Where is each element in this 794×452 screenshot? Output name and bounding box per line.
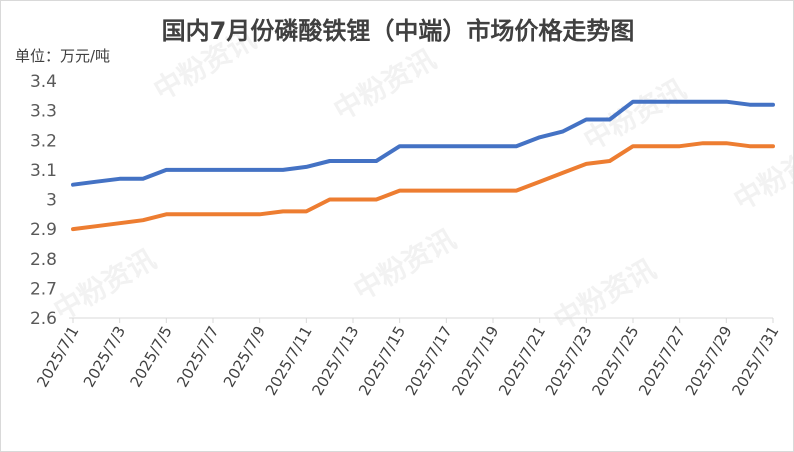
- y-tick-label: 3.4: [30, 72, 57, 92]
- y-tick-label: 2.9: [30, 220, 57, 240]
- y-tick-label: 2.6: [30, 309, 57, 329]
- x-tick-label: 2025/7/9: [220, 323, 269, 390]
- y-tick-label: 3: [46, 191, 57, 211]
- watermark-text: 中粉资讯: [48, 242, 162, 327]
- x-tick-label: 2025/7/11: [262, 323, 316, 399]
- x-tick-label: 2025/7/21: [495, 323, 549, 399]
- x-tick-label: 2025/7/25: [588, 323, 642, 399]
- y-tick-label: 3.1: [30, 161, 57, 181]
- y-tick-label: 3.2: [30, 131, 57, 151]
- x-tick-label: 2025/7/7: [173, 323, 222, 390]
- x-tick-label: 2025/7/5: [127, 323, 176, 390]
- y-tick-label: 3.3: [30, 102, 57, 122]
- x-tick-label: 2025/7/19: [448, 323, 502, 399]
- series-layer: [71, 99, 775, 232]
- series-line-2: [71, 141, 775, 232]
- x-tick-label: 2025/7/15: [355, 323, 409, 399]
- chart-title: 国内7月份磷酸铁锂（中端）市场价格走势图: [161, 17, 635, 45]
- x-tick-label: 2025/7/13: [308, 323, 362, 399]
- unit-label: 单位：万元/吨: [15, 47, 111, 65]
- x-tick-label: 2025/7/1: [33, 323, 82, 390]
- series-line-1: [71, 99, 775, 187]
- y-tick-label: 2.7: [30, 279, 57, 299]
- y-axis-ticks: 2.6 2.7 2.8 2.9 3 3.1 3.2 3.3 3.4: [30, 72, 57, 329]
- watermark-text: 中粉资讯: [328, 42, 442, 127]
- x-axis-tick-marks: [72, 318, 774, 323]
- x-tick-label: 2025/7/17: [402, 323, 456, 399]
- x-tick-label: 2025/7/31: [728, 323, 782, 399]
- x-tick-label: 2025/7/3: [80, 323, 129, 390]
- x-tick-label: 2025/7/29: [682, 323, 736, 399]
- y-tick-label: 2.8: [30, 250, 57, 270]
- watermark-text: 中粉资讯: [348, 222, 462, 307]
- x-axis-ticks: 2025/7/12025/7/32025/7/52025/7/72025/7/9…: [33, 323, 782, 399]
- watermark-text: 中粉资讯: [548, 252, 662, 337]
- x-tick-label: 2025/7/27: [635, 323, 689, 399]
